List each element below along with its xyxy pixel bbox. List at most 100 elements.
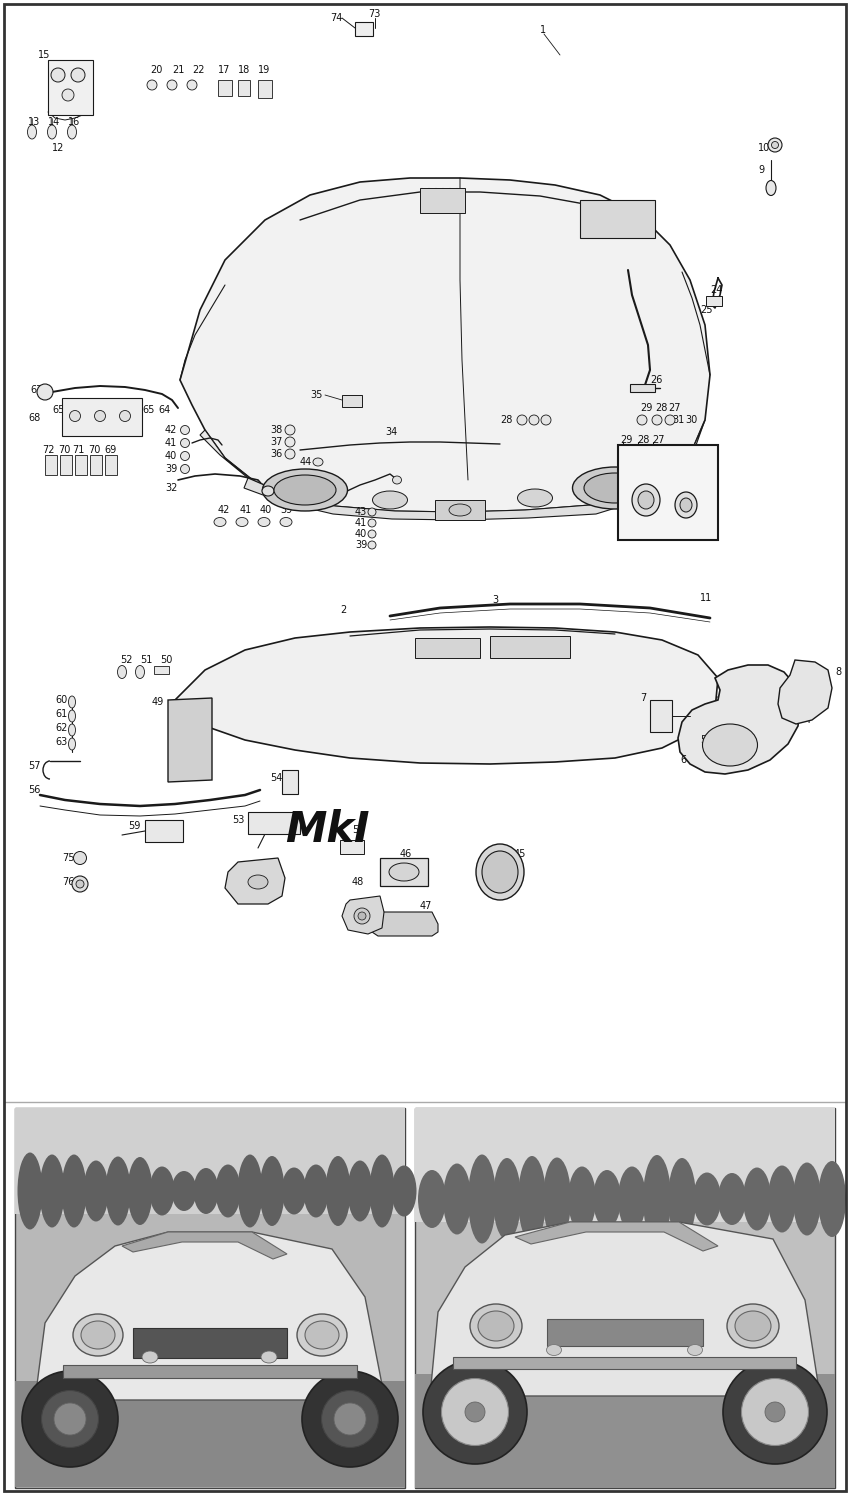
Text: 40: 40 — [260, 505, 272, 514]
Ellipse shape — [18, 1171, 42, 1211]
Text: 47: 47 — [420, 901, 433, 910]
Ellipse shape — [147, 81, 157, 90]
Text: 34: 34 — [385, 428, 397, 437]
Bar — [90, 454, 102, 475]
Text: 10: 10 — [758, 144, 770, 152]
Text: 59: 59 — [128, 821, 140, 831]
Polygon shape — [342, 896, 384, 934]
Ellipse shape — [321, 1390, 378, 1447]
Ellipse shape — [637, 416, 647, 425]
Text: 21: 21 — [172, 64, 184, 75]
Ellipse shape — [194, 1169, 218, 1214]
Bar — [248, 812, 300, 834]
Bar — [154, 665, 169, 674]
Text: 39: 39 — [355, 540, 367, 550]
Text: 39: 39 — [165, 463, 178, 474]
Text: 13: 13 — [28, 117, 40, 127]
Text: 67: 67 — [30, 386, 42, 395]
Text: 24: 24 — [710, 286, 722, 295]
Text: 29: 29 — [640, 404, 652, 413]
Bar — [45, 454, 57, 475]
Ellipse shape — [573, 466, 658, 508]
Text: 41: 41 — [355, 517, 367, 528]
Bar — [133, 1328, 287, 1357]
Bar — [60, 454, 72, 475]
Ellipse shape — [675, 492, 697, 517]
Ellipse shape — [493, 1160, 521, 1238]
Bar — [15, 1381, 405, 1488]
Ellipse shape — [67, 126, 76, 139]
Text: 11: 11 — [700, 594, 712, 602]
Ellipse shape — [368, 531, 376, 538]
Text: 30: 30 — [685, 416, 697, 425]
Bar — [630, 384, 655, 392]
Ellipse shape — [389, 863, 419, 881]
Text: 12: 12 — [52, 144, 65, 152]
Text: MkI: MkI — [285, 809, 369, 852]
Text: 45: 45 — [514, 849, 526, 860]
Text: 26: 26 — [650, 375, 662, 386]
Text: 52: 52 — [120, 655, 133, 665]
Bar — [218, 81, 232, 96]
Ellipse shape — [793, 1165, 821, 1233]
Bar — [415, 638, 480, 658]
Ellipse shape — [392, 1166, 416, 1215]
Ellipse shape — [128, 1163, 152, 1218]
Bar — [15, 1108, 405, 1488]
Ellipse shape — [42, 1390, 99, 1447]
Ellipse shape — [214, 517, 226, 526]
Ellipse shape — [449, 504, 471, 516]
Ellipse shape — [303, 1163, 328, 1218]
Ellipse shape — [280, 517, 292, 526]
Ellipse shape — [423, 1360, 527, 1464]
Ellipse shape — [772, 142, 779, 148]
Ellipse shape — [22, 1371, 118, 1467]
Bar — [355, 22, 373, 36]
Text: 57: 57 — [28, 761, 41, 771]
Bar — [435, 499, 485, 520]
Text: 55: 55 — [352, 825, 365, 836]
Ellipse shape — [71, 67, 85, 82]
Text: 41: 41 — [240, 505, 252, 514]
Text: 3: 3 — [492, 595, 498, 605]
Bar — [238, 81, 250, 96]
Polygon shape — [168, 698, 212, 782]
Text: 41: 41 — [165, 438, 178, 448]
Text: 4: 4 — [805, 715, 811, 725]
Ellipse shape — [274, 475, 336, 505]
Text: 51: 51 — [140, 655, 152, 665]
Text: 27: 27 — [668, 404, 681, 413]
Text: 68: 68 — [28, 413, 40, 423]
Ellipse shape — [180, 451, 190, 460]
Ellipse shape — [167, 81, 177, 90]
Ellipse shape — [743, 1159, 771, 1239]
Text: 6: 6 — [680, 755, 686, 765]
Text: 75: 75 — [62, 854, 75, 863]
Polygon shape — [778, 659, 832, 724]
Text: 5: 5 — [700, 736, 706, 745]
Ellipse shape — [543, 1174, 571, 1224]
Text: 17: 17 — [218, 64, 230, 75]
Text: 42: 42 — [218, 505, 230, 514]
Polygon shape — [244, 448, 700, 520]
Ellipse shape — [285, 425, 295, 435]
Text: 28: 28 — [637, 435, 649, 446]
Ellipse shape — [593, 1165, 621, 1233]
Text: 76: 76 — [62, 878, 75, 887]
Ellipse shape — [285, 448, 295, 459]
Ellipse shape — [693, 1159, 721, 1239]
Ellipse shape — [370, 1153, 394, 1229]
Ellipse shape — [358, 912, 366, 919]
Ellipse shape — [393, 475, 401, 484]
Bar — [490, 635, 570, 658]
Polygon shape — [430, 1221, 820, 1396]
Ellipse shape — [478, 1311, 514, 1341]
Ellipse shape — [73, 1314, 123, 1356]
Text: 54: 54 — [270, 773, 282, 783]
Ellipse shape — [517, 416, 527, 425]
Ellipse shape — [285, 437, 295, 447]
Bar — [580, 200, 655, 238]
Ellipse shape — [61, 1166, 87, 1215]
Ellipse shape — [765, 1402, 785, 1422]
Polygon shape — [372, 912, 438, 936]
